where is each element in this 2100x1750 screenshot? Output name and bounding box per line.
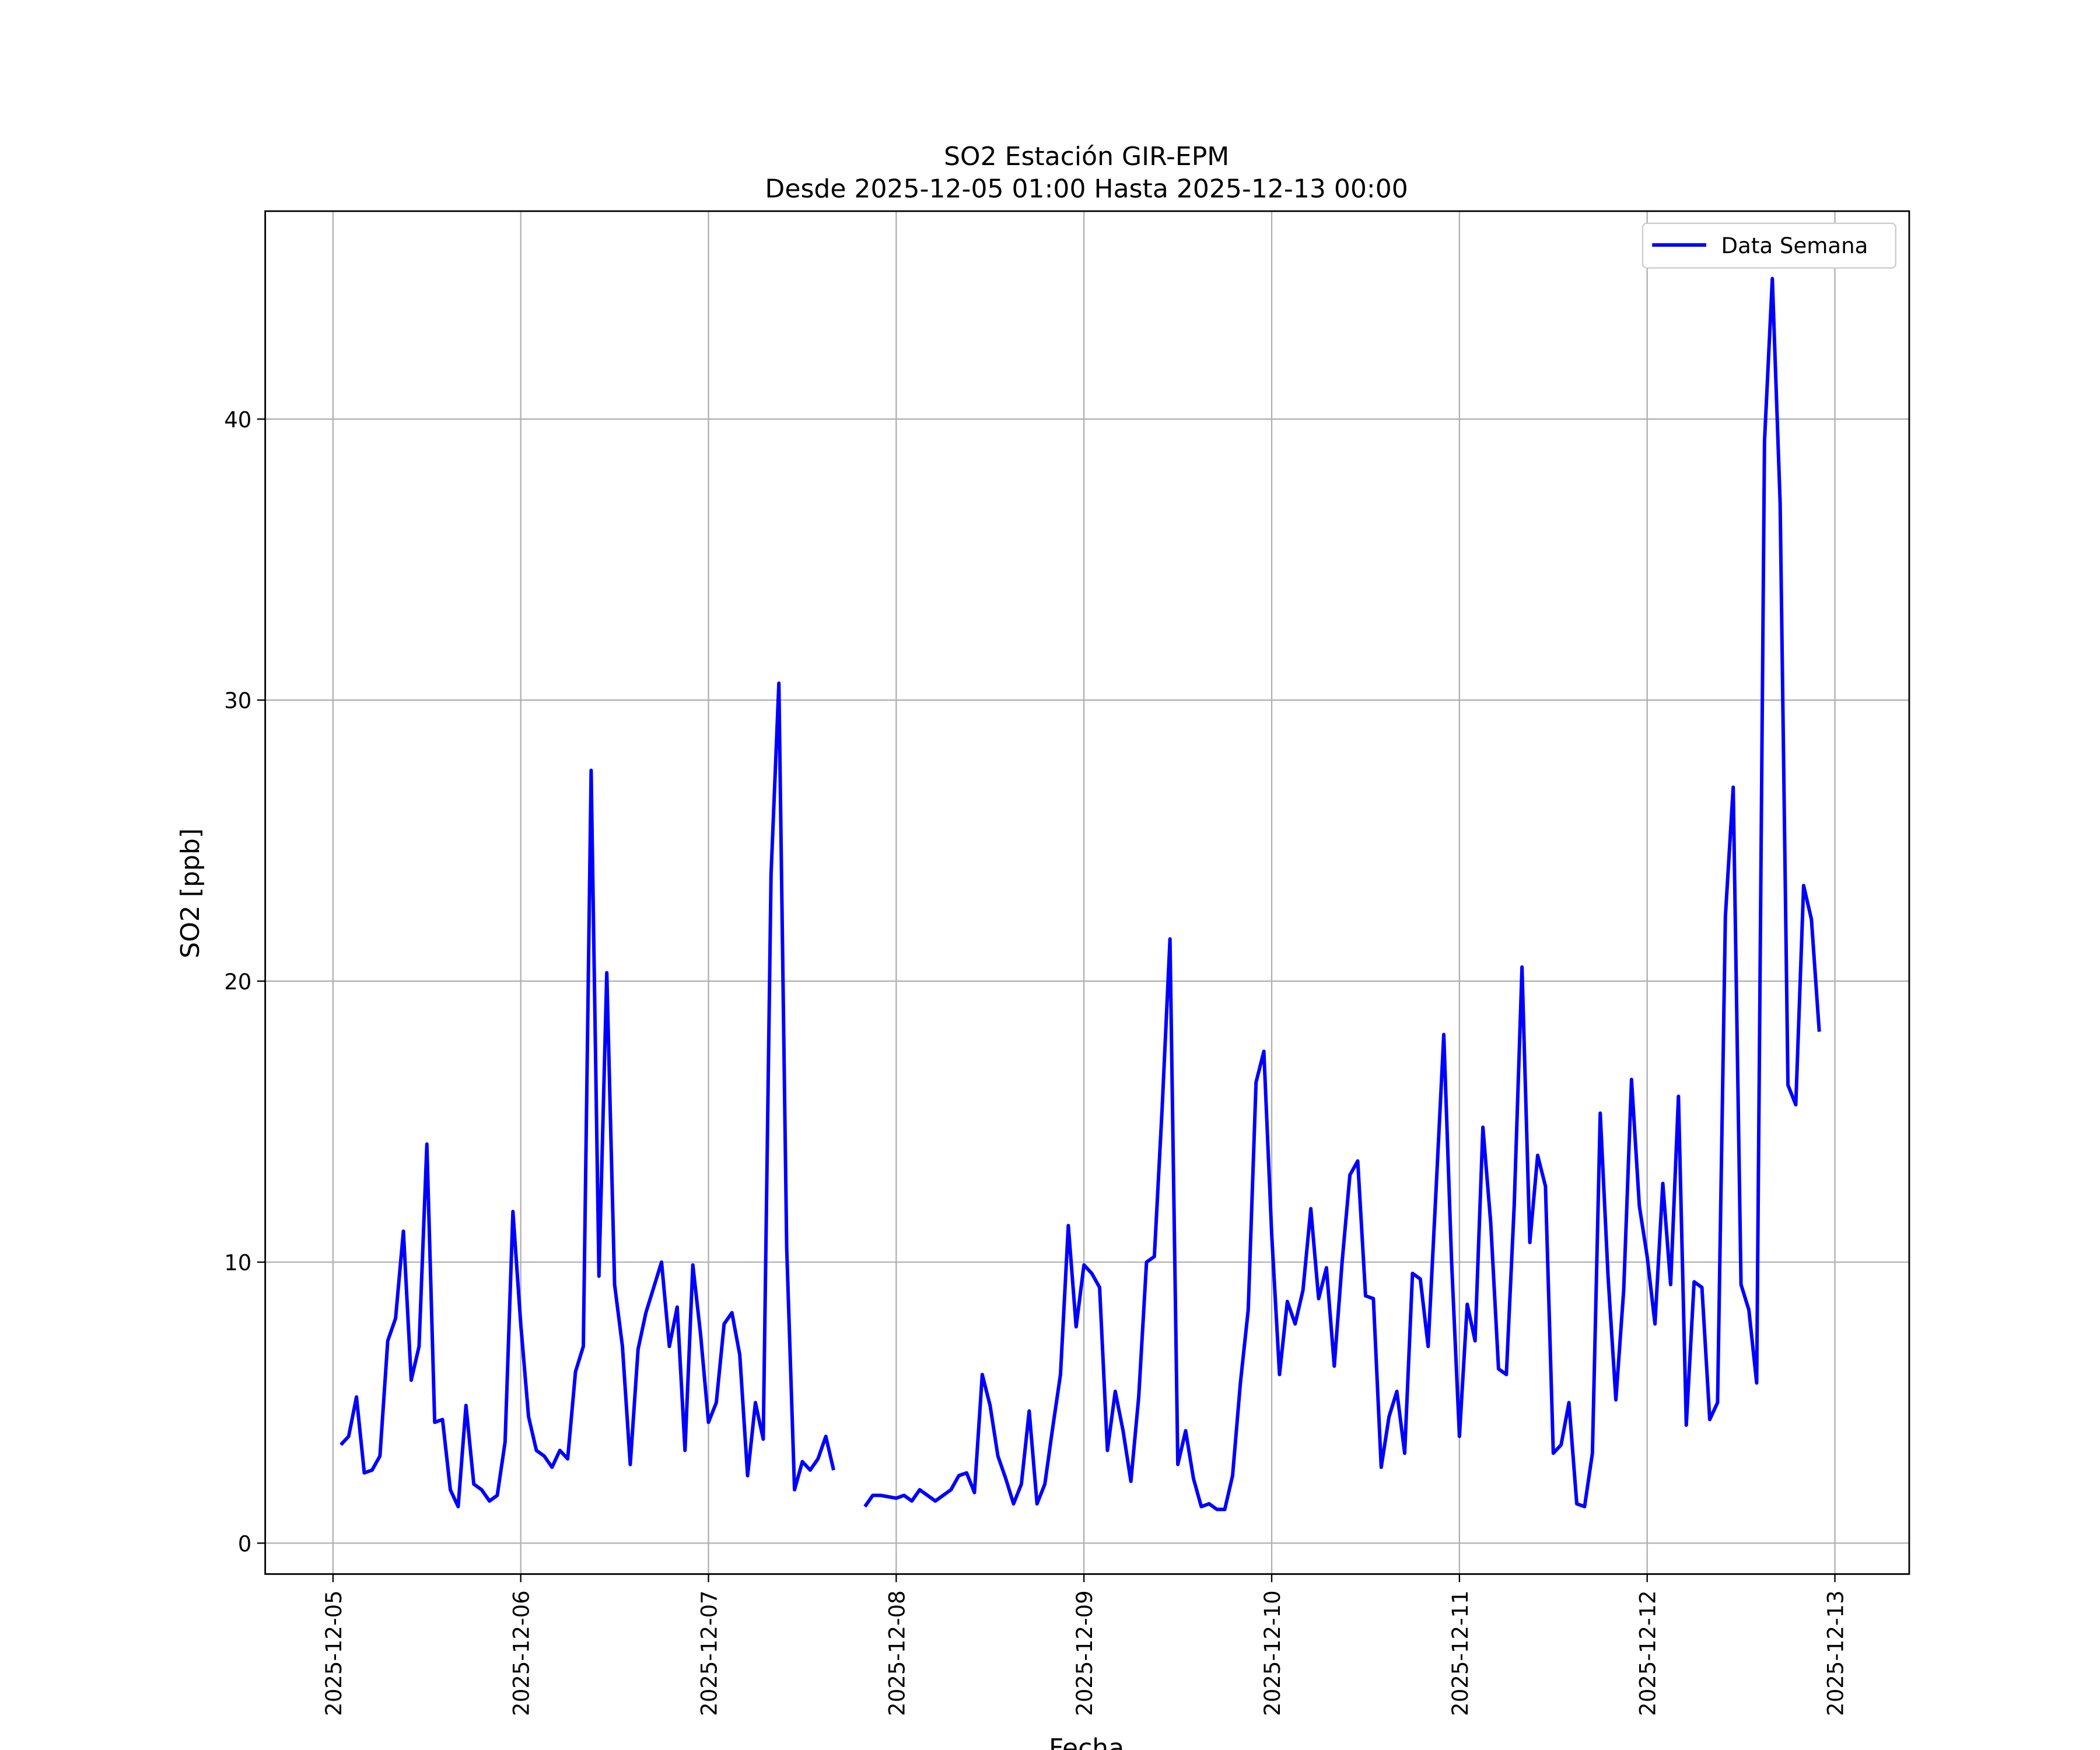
chart-subtitle: Desde 2025-12-05 01:00 Hasta 2025-12-13 … xyxy=(765,174,1408,204)
series-line-segment xyxy=(863,276,1821,1511)
x-tick-label: 2025-12-05 xyxy=(321,1590,346,1716)
y-tick-label: 30 xyxy=(224,688,251,713)
x-axis-label: Fecha xyxy=(1049,1734,1124,1750)
chart-title: SO2 Estación GIR-EPM xyxy=(944,142,1229,172)
legend-label: Data Semana xyxy=(1721,233,1868,258)
x-axis-ticks: 2025-12-05 2025-12-06 2025-12-07 2025-12-08… xyxy=(321,1574,1848,1716)
x-tick-label: 2025-12-06 xyxy=(509,1590,534,1716)
y-axis-ticks: 0 10 20 30 40 xyxy=(224,407,265,1556)
legend-box xyxy=(1642,222,1896,269)
x-tick-label: 2025-12-07 xyxy=(696,1590,722,1716)
legend: Data Semana xyxy=(1642,222,1896,269)
y-tick-label: 40 xyxy=(224,407,251,432)
x-tick-label: 2025-12-10 xyxy=(1260,1590,1285,1716)
x-tick-label: 2025-12-13 xyxy=(1823,1590,1848,1716)
x-tick-label: 2025-12-12 xyxy=(1636,1590,1661,1716)
series-layer xyxy=(340,276,1821,1511)
y-tick-label: 20 xyxy=(224,970,251,995)
grid xyxy=(265,211,1909,1574)
y-tick-label: 0 xyxy=(238,1531,252,1556)
x-tick-label: 2025-12-08 xyxy=(884,1590,909,1716)
x-tick-label: 2025-12-11 xyxy=(1448,1590,1473,1716)
y-axis-label: SO2 [ppb] xyxy=(176,828,205,958)
x-tick-label: 2025-12-09 xyxy=(1072,1590,1097,1716)
y-tick-label: 10 xyxy=(224,1251,251,1276)
axes-frame xyxy=(264,210,1910,1575)
series-line-segment xyxy=(340,681,836,1508)
